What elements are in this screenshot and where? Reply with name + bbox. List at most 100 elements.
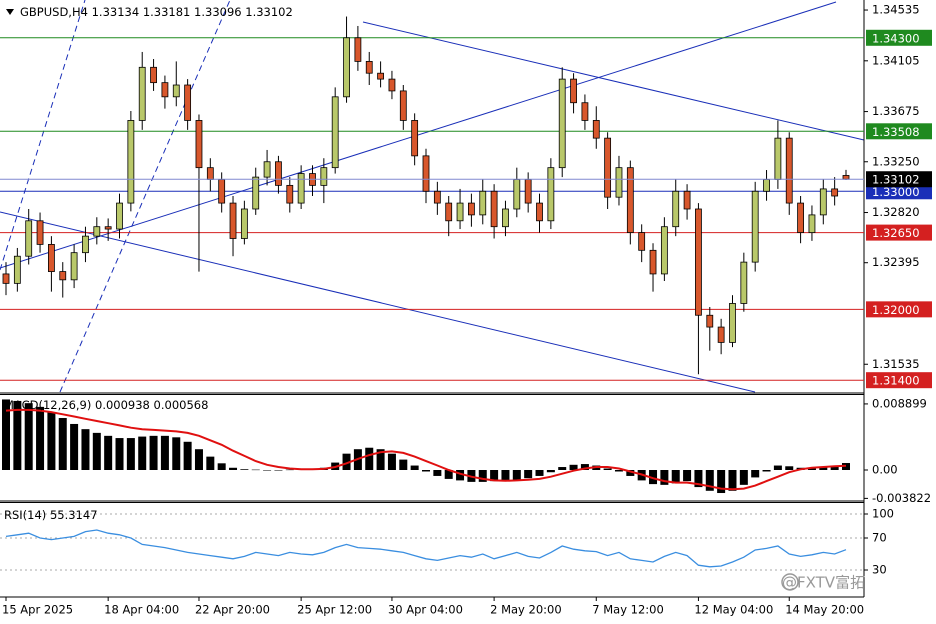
candle-body [229,202,237,239]
symbol-title: GBPUSD,H4 [20,5,88,19]
candle-body [785,137,793,204]
macd-bar [807,468,816,470]
candle-body [660,226,668,275]
candle-body [82,235,89,254]
candle-body [638,232,646,251]
header-close: 1.33102 [245,5,293,19]
header-open: 1.33134 [92,5,140,19]
macd-bar [762,470,771,472]
menu-arrow[interactable] [6,9,14,15]
candle-body [2,273,10,284]
macd-bar [240,469,249,470]
candle-body [36,220,44,245]
macd-bar [694,470,703,488]
macd-bar [194,449,203,470]
macd-bar [217,463,226,470]
y-tick-label: 1.32395 [872,255,920,269]
macd-bar [410,465,419,470]
macd-bar [603,468,612,470]
trend-line-dashed [59,0,231,393]
candle-body [411,120,419,157]
macd-bar [660,470,669,485]
macd-bar [422,470,430,472]
signal-line [5,408,847,491]
candle-body [831,188,839,197]
candle-body [490,190,498,228]
candle-body [127,120,135,204]
macd-bar [819,467,828,470]
macd-bar [773,465,782,470]
x-tick-label: 2 May 20:00 [490,603,562,617]
candle-body [218,179,226,204]
candle-body [172,84,180,98]
candle-body [195,120,203,169]
y-tick-label: 30 [872,563,887,577]
candle-body [842,175,850,180]
candle-body [388,78,396,92]
macd-bar [569,464,578,470]
macd-bar [285,469,294,471]
macd-bar [160,435,169,470]
x-tick-label: 15 Apr 2025 [2,603,73,617]
macd-bar [546,470,555,473]
chart-header: GBPUSD,H4 1.33134 1.33181 1.33096 1.3310… [20,5,293,19]
macd-bar [739,470,748,485]
macd-bar [705,470,714,491]
macd-bar [626,470,635,476]
candle-body [206,167,214,180]
candle-body [252,176,260,210]
candle-body [184,84,192,121]
candle-body [263,161,271,178]
signal-value: 0.000568 [154,398,209,412]
macd-bar [104,435,113,470]
candle-body [717,326,725,343]
rsi-line [5,529,847,568]
indicator-title: MACD(12,26,9) [4,398,91,412]
candle-body [150,66,157,84]
trend-line [362,21,865,141]
candle-body [25,220,33,257]
candle-body [581,102,589,121]
candle-body [604,137,612,198]
macd-bar [478,470,487,482]
candle-body [751,190,759,263]
candle-body [104,226,112,230]
candle-body [468,202,475,216]
y-tick-label: 1.33675 [872,104,920,118]
macd-bar [376,449,385,470]
candle-body [138,66,146,121]
macd-bar [70,423,79,470]
macd-bar [830,465,839,470]
x-tick-label: 14 May 20:00 [785,603,864,617]
candle-body [343,37,350,98]
candle-body [116,202,123,230]
macd-bar [172,437,181,470]
macd-bar [126,438,135,470]
x-tick-label: 18 Apr 04:00 [104,603,179,617]
candle-body [695,208,702,316]
level-label-box [866,224,932,241]
macd-bar [558,467,567,470]
candle-body [672,190,680,228]
macd-bar [138,436,147,470]
macd-bar [751,470,760,478]
macd-bar [456,470,465,481]
macd-bar [433,470,442,476]
y-tick-label: 1.34535 [872,3,920,17]
macd-bar [683,470,692,482]
last-price-box [866,171,932,188]
level-label-box [866,123,932,140]
candle-body [377,72,384,80]
candle-body [456,202,464,222]
macd-bar [149,435,158,470]
watermark: @FXTV富拓 [782,574,865,592]
candle-body [59,271,67,281]
macd-bar [490,470,499,482]
trend-line-dashed [0,0,86,271]
candle-body [297,173,305,204]
y-tick-label: 0.00 [872,463,898,477]
macd-bar [649,470,658,485]
candle-body [161,82,169,98]
